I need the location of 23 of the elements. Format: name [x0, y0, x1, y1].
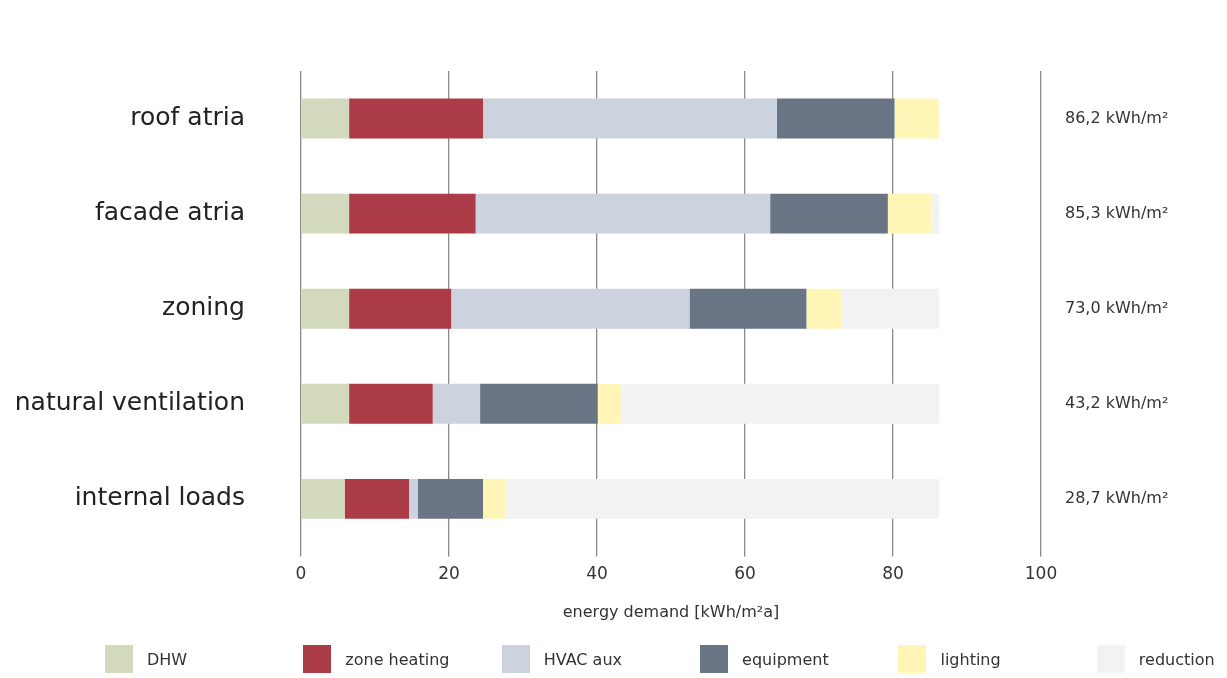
y-tick-label: roof atria	[130, 102, 245, 132]
x-axis-title: energy demand [kWh/m²a]	[562, 601, 780, 621]
y-tick-label: internal loads	[74, 482, 245, 512]
text: 28,7 kWh/m²	[1065, 488, 1169, 508]
x-tick-label: 0	[295, 563, 307, 584]
x-tick-label: 80	[882, 563, 904, 584]
legend-label: zone heating	[345, 649, 450, 669]
legend-label: equipment	[742, 649, 829, 669]
x-tick-label: 60	[734, 563, 756, 584]
legend-label: lighting	[940, 649, 1001, 669]
x-tick-label: 20	[438, 563, 460, 584]
text: 85,3 kWh/m²	[1065, 202, 1169, 222]
text: 43,2 kWh/m²	[1065, 392, 1169, 412]
text: 86,2 kWh/m²	[1065, 107, 1169, 127]
x-tick-label: 100	[1024, 563, 1058, 584]
legend-label: DHW	[147, 649, 188, 669]
x-tick-label: 40	[586, 563, 608, 584]
legend-label: reduction	[1138, 649, 1215, 669]
text: 73,0 kWh/m²	[1065, 297, 1169, 317]
y-tick-label: facade atria	[94, 197, 245, 227]
legend-label: HVAC aux	[543, 649, 623, 669]
y-tick-label: natural ventilation	[14, 387, 245, 417]
y-tick-label: zoning	[162, 292, 245, 322]
